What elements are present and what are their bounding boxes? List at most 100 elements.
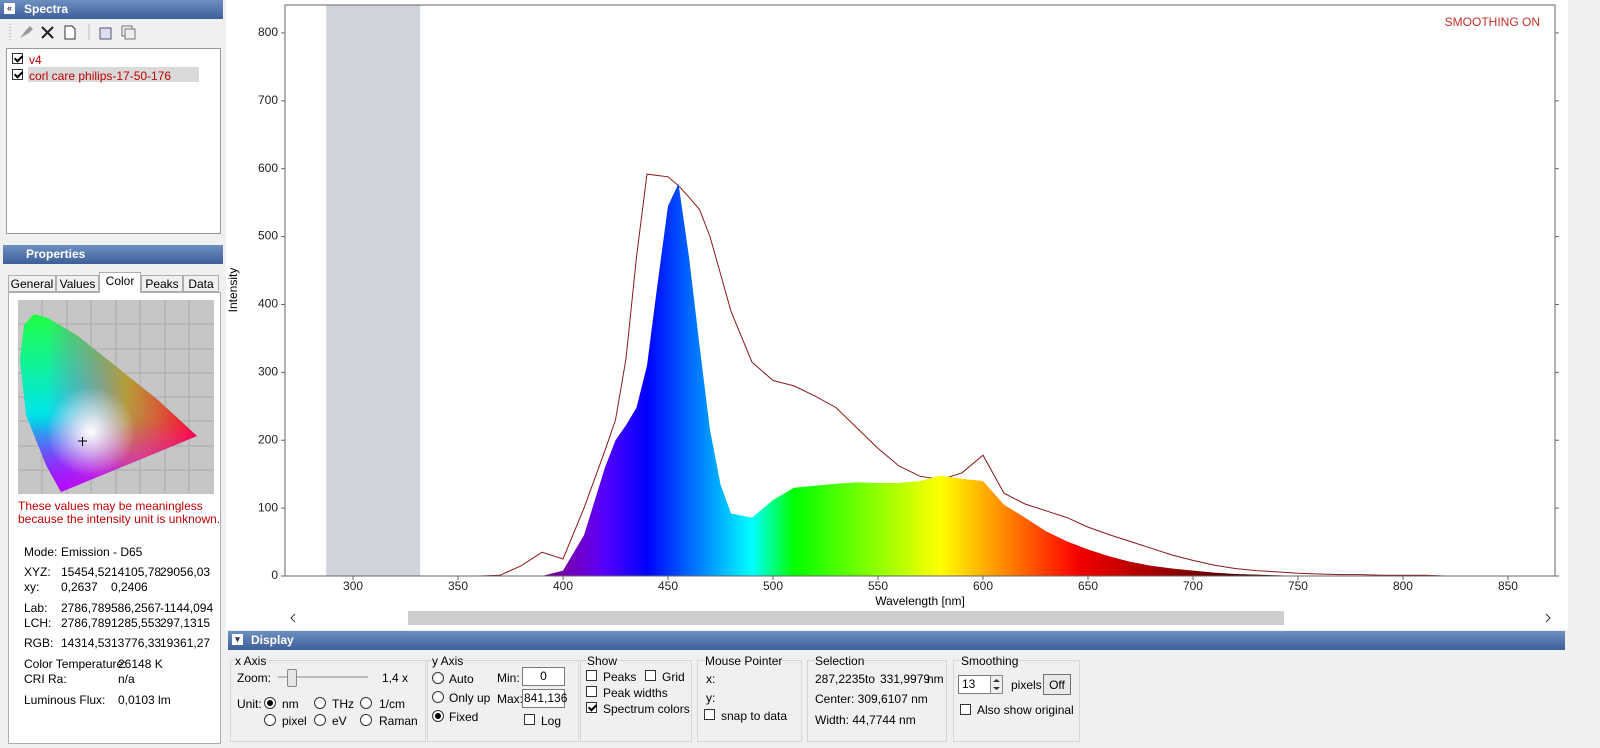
radio-label[interactable]: eV	[332, 714, 347, 728]
property-value: 2786,789	[61, 601, 112, 615]
selection-band	[326, 5, 421, 576]
delete-icon[interactable]	[41, 26, 54, 39]
label: Zoom:	[237, 671, 272, 685]
spectra-header: « Spectra	[0, 0, 223, 19]
checkbox-label[interactable]: Log	[541, 714, 562, 728]
radio[interactable]	[264, 697, 276, 709]
radio-label[interactable]: Raman	[379, 714, 418, 728]
checkbox[interactable]	[645, 670, 656, 681]
display-header: ▾ Display	[228, 631, 1565, 650]
y-tick-label: 800	[258, 25, 278, 39]
plot-frame	[284, 4, 1556, 577]
radio-label[interactable]: 1/cm	[379, 697, 406, 711]
checkbox[interactable]	[12, 53, 23, 64]
tab[interactable]: Data	[183, 275, 219, 292]
show-group	[580, 660, 692, 742]
collapse-button[interactable]: «	[4, 3, 15, 14]
property-value: 19361,27	[160, 636, 211, 650]
property-value: 15454,52	[61, 565, 112, 579]
spectrum-item[interactable]: v4	[29, 53, 42, 67]
checkbox[interactable]	[12, 69, 23, 80]
radio[interactable]	[432, 691, 444, 703]
property-value: 29056,03	[160, 565, 211, 579]
property-value: 0,2637	[61, 580, 98, 594]
spinner[interactable]	[990, 675, 1003, 694]
scroll-right[interactable]	[1545, 613, 1551, 623]
y-axis-label: Intensity	[226, 268, 240, 313]
group-title: y Axis	[432, 654, 464, 668]
property-value: 297,1315	[160, 616, 211, 630]
property-value: 13776,33	[111, 636, 162, 650]
spectrum-chart: SMOOTHING ON Wavelength [nm] Intensity 0…	[226, 0, 1568, 630]
radio[interactable]	[432, 710, 444, 722]
group-title: Smoothing	[961, 654, 1019, 668]
radio-label[interactable]: Auto	[449, 672, 474, 686]
scrollbar-thumb[interactable]	[408, 611, 1284, 625]
radio-label[interactable]: Fixed	[449, 710, 479, 724]
radio[interactable]	[314, 697, 326, 709]
property-value: -1144,094	[160, 601, 214, 615]
y-tick-label: 200	[258, 432, 278, 446]
off-button[interactable]: Off	[1043, 674, 1071, 695]
label: Min:	[497, 671, 520, 685]
checkbox-label[interactable]: Grid	[662, 670, 685, 684]
spectrum-item[interactable]: corl care philips-17-50-176	[29, 69, 172, 83]
checkbox[interactable]	[960, 704, 971, 715]
checkbox-label[interactable]: Peak widths	[603, 686, 668, 700]
checkbox[interactable]	[586, 686, 597, 697]
slider-thumb[interactable]	[287, 669, 297, 687]
smoothing-group	[953, 660, 1080, 742]
property-label: Luminous Flux:	[24, 693, 106, 707]
radio-label[interactable]: pixel	[282, 714, 307, 728]
x-tick-label: 700	[1183, 579, 1203, 593]
zoom-slider[interactable]	[278, 676, 368, 678]
checkbox-label[interactable]: Spectrum colors	[603, 702, 690, 716]
checkbox-label[interactable]: Peaks	[603, 670, 637, 684]
checkbox-label[interactable]: Also show original	[977, 703, 1074, 717]
radio-label[interactable]: nm	[282, 697, 299, 711]
warning: These values may be meaningless because …	[18, 500, 220, 526]
panel-title: Spectra	[24, 2, 69, 16]
x-tick-label: 500	[763, 579, 783, 593]
property-value: n/a	[118, 672, 135, 686]
radio[interactable]	[264, 714, 276, 726]
radio[interactable]	[360, 714, 372, 726]
white-point-marker	[78, 437, 87, 446]
radio[interactable]	[314, 714, 326, 726]
checkbox[interactable]	[524, 714, 535, 725]
property-label: CRI Ra:	[24, 672, 67, 686]
y-axis-group	[427, 660, 579, 742]
selection-center: Center: 309,6107 nm	[815, 692, 928, 706]
group-title: Show	[587, 654, 618, 668]
checkbox-label[interactable]: snap to data	[721, 709, 788, 723]
min-input[interactable]: 0	[522, 667, 565, 686]
radio-label[interactable]: Only up	[449, 691, 491, 705]
y-tick-label: 500	[258, 229, 278, 243]
smoothing-input[interactable]: 13	[958, 675, 991, 694]
checkbox[interactable]	[586, 702, 597, 713]
property-value: 0,2406	[111, 580, 148, 594]
check-all-icon[interactable]	[99, 27, 112, 40]
checkbox[interactable]	[586, 670, 597, 681]
warning-line: because the intensity unit is unknown.	[18, 512, 221, 526]
tab[interactable]: Peaks	[141, 275, 183, 292]
radio[interactable]	[432, 672, 444, 684]
checkbox[interactable]	[704, 709, 715, 720]
radio-label[interactable]: THz	[332, 697, 354, 711]
selection-width: Width: 44,7744 nm	[815, 713, 916, 727]
new-icon[interactable]	[64, 25, 76, 40]
scroll-left[interactable]	[290, 613, 296, 623]
tab[interactable]: General	[8, 275, 56, 292]
radio[interactable]	[360, 697, 372, 709]
max-input[interactable]: 841,136	[522, 689, 567, 708]
tab[interactable]: Values	[56, 275, 99, 292]
panel-title: Display	[251, 633, 294, 647]
tab[interactable]: Color	[99, 272, 141, 293]
pin-icon[interactable]	[20, 26, 33, 38]
y-tick-label: 400	[258, 297, 278, 311]
spectra-list: v4 corl care philips-17-50-176	[6, 48, 221, 234]
x-tick-label: 800	[1393, 579, 1413, 593]
property-value: 1285,553	[111, 616, 162, 630]
collapse-button[interactable]: ▾	[232, 634, 243, 645]
